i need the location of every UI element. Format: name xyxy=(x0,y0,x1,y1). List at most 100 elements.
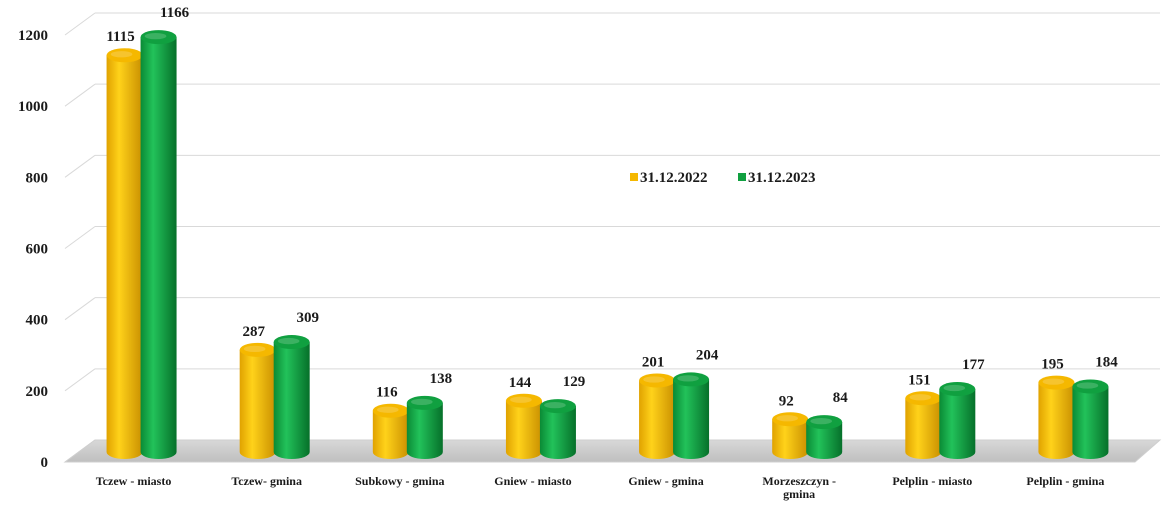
bar-body xyxy=(639,380,676,460)
category-label: Tczew- gmina xyxy=(231,474,302,488)
y-tick-label: 1000 xyxy=(18,99,48,115)
category-label: gmina xyxy=(783,487,815,501)
bar-highlight xyxy=(243,345,266,353)
bar-body xyxy=(939,389,976,460)
data-label: 129 xyxy=(563,374,586,390)
bar-highlight xyxy=(510,396,532,403)
bar-body xyxy=(905,398,942,460)
category-label: Pelplin - miasto xyxy=(892,474,972,488)
bar xyxy=(406,395,443,460)
bar-top xyxy=(939,382,976,397)
bars xyxy=(106,30,1109,460)
data-label: 204 xyxy=(696,347,719,363)
category-label: Morzeszczyn - xyxy=(762,474,836,488)
bar xyxy=(772,412,809,460)
bar-top xyxy=(1072,379,1109,394)
bar-body xyxy=(539,406,576,460)
bar-highlight xyxy=(810,417,832,425)
bar xyxy=(639,373,676,460)
bar-top xyxy=(372,403,409,418)
bar-top xyxy=(106,48,143,63)
category-label: Tczew - miasto xyxy=(96,474,172,488)
data-label: 201 xyxy=(642,354,665,370)
data-labels: 1115 1166 287 309 116 138 144 129 201 204 92 84 151 1… xyxy=(106,5,1118,409)
data-label: 309 xyxy=(296,310,319,326)
legend-label: 31.12.2023 xyxy=(748,170,816,186)
chart-floor xyxy=(63,439,1162,463)
legend-swatch xyxy=(738,173,746,181)
bar-body xyxy=(372,410,409,460)
bar-body xyxy=(772,419,809,460)
category-label: Gniew - gmina xyxy=(628,474,703,488)
data-label: 116 xyxy=(376,385,398,401)
bar-body xyxy=(406,402,443,460)
data-label: 1166 xyxy=(160,5,190,21)
legend: 31.12.2022 31.12.2023 xyxy=(630,170,816,186)
bar-top xyxy=(539,399,576,414)
bar xyxy=(673,372,710,460)
bar-body xyxy=(673,379,710,460)
bar-highlight xyxy=(544,401,566,409)
bar-top xyxy=(639,373,676,388)
gridline-side xyxy=(64,12,96,36)
bar-top xyxy=(806,415,843,430)
bar-highlight xyxy=(677,375,699,382)
bar-highlight xyxy=(144,32,167,40)
y-tick-label: 0 xyxy=(41,455,49,471)
bar-top xyxy=(140,30,177,45)
bar-highlight xyxy=(776,415,798,422)
bar xyxy=(273,335,310,459)
bar-body xyxy=(273,342,310,459)
bar-top xyxy=(1038,375,1075,390)
bar-body xyxy=(106,55,143,460)
bar xyxy=(905,391,942,460)
legend-label: 31.12.2022 xyxy=(640,170,708,186)
bar-top xyxy=(505,393,542,408)
gridline-side xyxy=(64,154,96,178)
data-label: 84 xyxy=(833,390,849,406)
category-label: Pelplin - gmina xyxy=(1026,474,1104,488)
y-tick-label: 200 xyxy=(26,384,49,400)
gridline-side xyxy=(64,83,96,107)
y-tick-label: 1200 xyxy=(18,28,48,44)
bar-top xyxy=(905,391,942,406)
bar-body xyxy=(239,349,276,460)
bar-body xyxy=(806,422,843,460)
bar-highlight xyxy=(377,406,399,413)
bar-highlight xyxy=(277,337,300,345)
data-label: 177 xyxy=(962,357,985,373)
data-label: 184 xyxy=(1095,355,1118,371)
bar-top xyxy=(239,342,276,357)
bar xyxy=(372,403,409,460)
bar xyxy=(140,30,177,460)
data-label: 138 xyxy=(430,371,453,387)
bar xyxy=(806,415,843,460)
data-label: 195 xyxy=(1041,357,1064,373)
category-label: Gniew - miasto xyxy=(494,474,571,488)
data-label: 151 xyxy=(908,372,931,388)
data-label: 1115 xyxy=(106,29,134,45)
y-tick-label: 600 xyxy=(26,242,49,258)
bar-body xyxy=(140,37,177,460)
category-label: Subkowy - gmina xyxy=(355,474,444,488)
bar xyxy=(106,48,143,460)
bar-highlight xyxy=(411,398,433,406)
floor-plane xyxy=(63,439,1162,463)
bar-top xyxy=(772,412,809,427)
bar xyxy=(939,382,976,460)
bar-top xyxy=(273,335,310,350)
y-tick-label: 400 xyxy=(26,313,49,329)
bar xyxy=(539,399,576,460)
x-axis: Tczew - miasto Tczew- gmina Subkowy - gmin… xyxy=(96,474,1105,501)
bar-highlight xyxy=(1076,382,1099,389)
bar-highlight xyxy=(643,376,665,383)
bar-top xyxy=(673,372,710,387)
legend-swatch xyxy=(630,173,638,181)
bar xyxy=(505,393,542,460)
bar xyxy=(239,342,276,460)
y-tick-label: 800 xyxy=(26,170,49,186)
gridline-side xyxy=(64,297,96,321)
bar-highlight xyxy=(1042,378,1065,385)
